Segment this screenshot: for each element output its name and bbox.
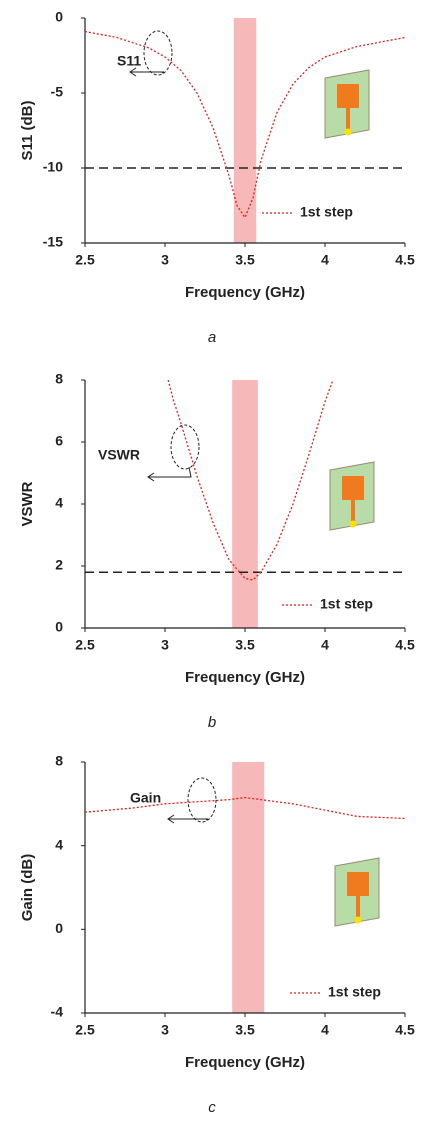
highlight-band <box>233 18 257 243</box>
series-line <box>167 379 334 581</box>
y-tick-label: 8 <box>55 753 63 769</box>
y-tick-label: 0 <box>55 9 63 25</box>
caption: b <box>208 714 216 731</box>
legend-label: 1st step <box>300 204 353 220</box>
antenna-feed <box>356 896 360 918</box>
y-tick-label: 6 <box>55 433 63 449</box>
series-line <box>84 796 406 820</box>
antenna-patch <box>347 872 369 896</box>
x-tick-label: 3.5 <box>235 1022 255 1038</box>
x-axis-label: Frequency (GHz) <box>185 1054 305 1071</box>
y-axis-label: VSWR <box>19 481 36 526</box>
highlight-band <box>232 762 265 1013</box>
y-tick-label: -4 <box>51 1004 64 1020</box>
caption: c <box>208 1099 216 1116</box>
annotation-ellipse <box>187 777 217 823</box>
x-tick-label: 3 <box>161 637 169 653</box>
y-axis-label: S11 (dB) <box>19 100 36 160</box>
legend-label: 1st step <box>328 984 381 1000</box>
x-tick-label: 3 <box>161 252 169 268</box>
x-tick-label: 4.5 <box>395 637 415 653</box>
annotation-arrow <box>147 466 192 482</box>
x-axis-label: Frequency (GHz) <box>185 669 305 686</box>
legend-label: 1st step <box>320 596 373 612</box>
antenna-patch <box>337 84 359 108</box>
annotation: VSWR <box>98 447 140 463</box>
x-tick-label: 4 <box>321 1022 329 1038</box>
antenna-patch <box>342 476 364 500</box>
y-tick-label: 4 <box>55 495 63 511</box>
y-tick-label: -10 <box>43 159 63 175</box>
x-axis-label: Frequency (GHz) <box>185 284 305 301</box>
series-line <box>84 30 406 219</box>
annotation-arrow <box>129 67 165 77</box>
x-tick-label: 4 <box>321 637 329 653</box>
antenna-port <box>344 128 352 136</box>
antenna-feed <box>351 500 355 522</box>
antenna-port <box>354 916 362 924</box>
highlight-band <box>232 380 258 628</box>
antenna-port <box>349 520 357 528</box>
y-axis-label: Gain (dB) <box>19 854 36 922</box>
annotation: Gain <box>130 790 161 806</box>
y-tick-label: 2 <box>55 557 63 573</box>
x-tick-label: 4.5 <box>395 252 415 268</box>
y-tick-label: -5 <box>51 84 64 100</box>
annotation-ellipse <box>143 30 173 76</box>
y-tick-label: 0 <box>55 920 63 936</box>
caption: a <box>208 329 216 346</box>
y-tick-label: 8 <box>55 371 63 387</box>
x-tick-label: 3.5 <box>235 252 255 268</box>
antenna-feed <box>346 108 350 130</box>
x-tick-label: 3 <box>161 1022 169 1038</box>
annotation-ellipse <box>170 424 200 470</box>
annotation: S11 <box>117 53 141 69</box>
x-tick-label: 2.5 <box>75 252 95 268</box>
x-tick-label: 3.5 <box>235 637 255 653</box>
annotation-arrow <box>167 814 209 824</box>
x-tick-label: 2.5 <box>75 637 95 653</box>
x-tick-label: 2.5 <box>75 1022 95 1038</box>
x-tick-label: 4.5 <box>395 1022 415 1038</box>
y-tick-label: 0 <box>55 619 63 635</box>
y-tick-label: -15 <box>43 234 63 250</box>
x-tick-label: 4 <box>321 252 329 268</box>
y-tick-label: 4 <box>55 836 63 852</box>
